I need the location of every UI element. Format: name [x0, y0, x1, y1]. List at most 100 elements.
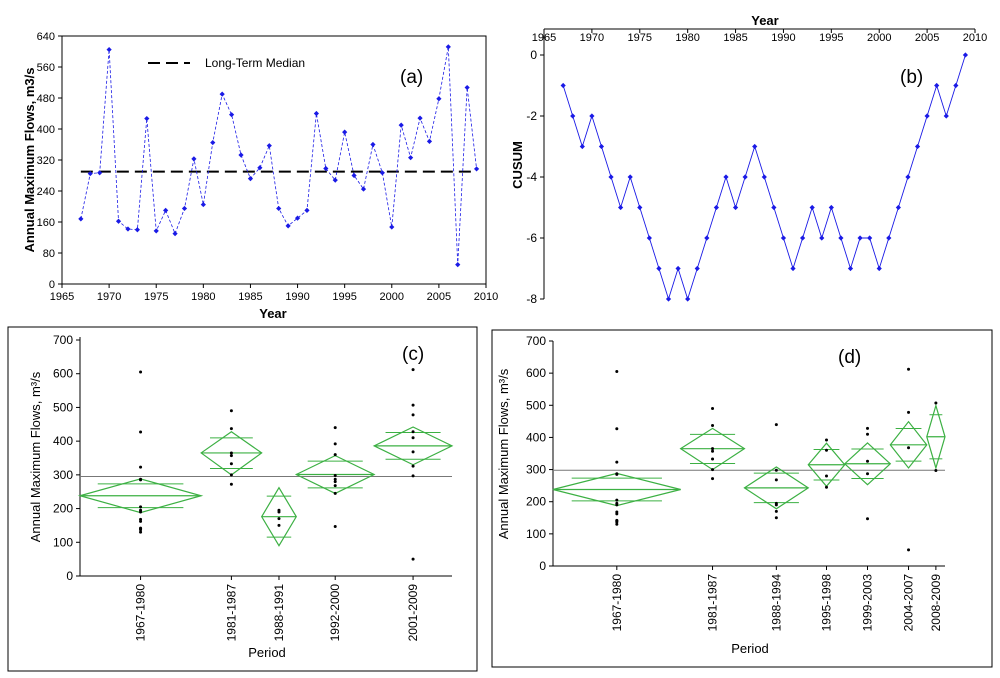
panel-c-label: (c): [402, 344, 424, 365]
panel-d-data-point: [934, 401, 938, 405]
panel-d-data-point: [907, 548, 911, 552]
panel-a-label: (a): [400, 67, 423, 88]
panel-b-point: [685, 296, 691, 302]
panel-d-data-point: [615, 512, 619, 516]
panel-b-xtick-label: 1980: [675, 32, 699, 44]
panel-c-data-point: [411, 403, 415, 407]
panel-d-data-point: [774, 478, 778, 482]
panel-c-data-point: [333, 453, 337, 457]
panel-d-group-label: 1999-2003: [861, 574, 875, 632]
panel-b-point: [790, 265, 796, 272]
panel-c-ytick-label: 0: [66, 569, 73, 583]
panel-b-xtick-label: 2005: [915, 32, 939, 44]
panel-d-data-point: [615, 370, 619, 374]
panel-c-data-point: [411, 557, 415, 561]
panel-b-point: [780, 235, 787, 241]
panel-a-point: [389, 224, 395, 230]
panel-d-data-point: [774, 503, 778, 507]
panel-b-point: [847, 265, 854, 272]
panel-b-point: [723, 174, 729, 180]
panel-c-ytick-label: 600: [53, 367, 73, 381]
panel-a-point: [464, 84, 470, 91]
panel-d-ytick-label: 300: [526, 463, 546, 477]
panel-b-point: [819, 235, 825, 241]
panel-c-ytick-label: 700: [53, 333, 73, 347]
panel-a-point: [125, 226, 131, 232]
panel-c-data-point: [229, 462, 233, 466]
panel-c-data-point: [411, 413, 415, 417]
panel-a-point: [304, 207, 310, 213]
panel-d-ylabel: Annual Maximum Flows, m³/s: [496, 368, 511, 539]
panel-a-point: [266, 143, 272, 149]
panel-d-data-point: [866, 517, 870, 521]
panel-b-xtick-label: 1995: [819, 32, 843, 44]
panel-a-point: [87, 170, 93, 177]
panel-d-data-point: [824, 438, 828, 442]
panel-d-data-point: [866, 472, 870, 476]
panel-b-point: [579, 143, 585, 150]
panel-b-point: [560, 82, 566, 89]
panel-d-data-point: [615, 472, 619, 476]
panel-a-point: [106, 46, 112, 53]
panel-d: 0 100 200 300 400 500 600 700 1967-1980 1981-198…: [491, 329, 993, 668]
panel-a-point: [115, 218, 122, 224]
panel-c-data-point: [333, 442, 337, 446]
panel-d-data-point: [774, 516, 778, 520]
panel-a-xtick-label: 2010: [474, 291, 498, 303]
panel-b-label: (b): [900, 67, 923, 88]
panel-b-point: [694, 265, 700, 272]
panel-b-point: [895, 204, 901, 211]
panel-b-ylabel: CUSUM: [510, 141, 525, 189]
panel-b-point: [809, 204, 815, 211]
panel-a-ytick-label: 240: [37, 186, 55, 198]
panel-c-data-point: [229, 473, 233, 477]
panel-d-ytick-label: 100: [526, 527, 546, 541]
panel-a-point: [247, 176, 254, 182]
panel-c-data-point: [333, 480, 337, 484]
panel-c-data-point: [411, 368, 415, 372]
panel-d-ytick-label: 0: [539, 559, 546, 573]
panel-b-point: [771, 204, 777, 211]
panel-c-data-point: [333, 491, 337, 495]
panel-a-point: [323, 165, 329, 172]
panel-b-point: [608, 174, 614, 180]
panel-c-data-point: [333, 474, 337, 478]
panel-a-xtick-label: 1990: [285, 291, 309, 303]
panel-b-point: [656, 265, 662, 272]
panel-a-xtick-label: 1965: [50, 291, 74, 303]
panel-a-xtick-label: 1985: [238, 291, 262, 303]
panel-a-point: [144, 115, 150, 122]
panel-d-data-point: [824, 485, 828, 489]
panel-c-group-label: 1992-2000: [328, 584, 342, 642]
panel-b-point: [962, 52, 969, 58]
panel-a-ytick-label: 480: [37, 93, 55, 105]
panel-d-data-point: [615, 427, 619, 431]
panel-a-point: [181, 205, 188, 212]
panel-b-point: [570, 113, 576, 119]
panel-d-data-point: [934, 469, 938, 473]
panel-b-xtick-label: 1970: [580, 32, 604, 44]
panel-d-data-point: [866, 459, 870, 463]
panel-c-data-point: [333, 484, 337, 488]
panel-d-data-point: [824, 448, 828, 452]
panel-c-data-point: [229, 427, 233, 431]
panel-d-ytick-label: 700: [526, 334, 546, 348]
panel-a-ytick-label: 80: [43, 248, 55, 260]
panel-d-data-point: [907, 410, 911, 414]
panel-c-data-point: [139, 430, 143, 434]
panel-c-data-point: [139, 505, 143, 509]
panel-b-ytick-label: 0: [530, 48, 537, 62]
panel-a-xtick-label: 1980: [191, 291, 215, 303]
panel-a-xtick-label: 2005: [427, 291, 451, 303]
panel-c-data-point: [139, 519, 143, 523]
panel-a-point: [134, 227, 140, 233]
panel-a-point: [379, 170, 385, 176]
panel-d-ytick-label: 500: [526, 398, 546, 412]
panel-b-point: [838, 235, 844, 241]
panel-d-data-point: [711, 477, 715, 481]
panel-b-xtick-label: 2000: [867, 32, 891, 44]
panel-d-data-point: [711, 407, 715, 410]
panel-d-data-point: [711, 457, 715, 461]
panel-d-data-point: [866, 432, 870, 436]
